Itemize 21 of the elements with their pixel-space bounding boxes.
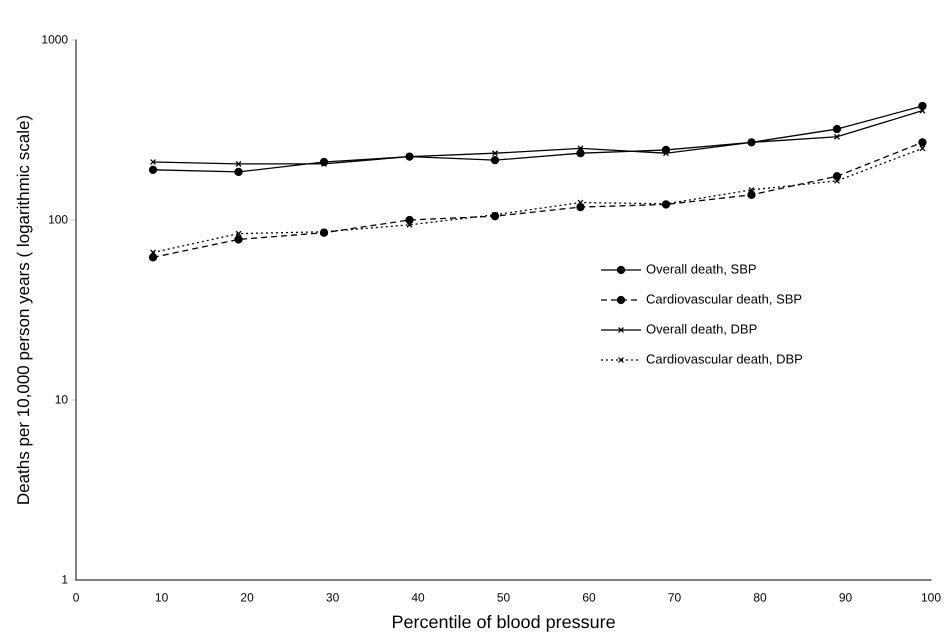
- x-tick-label: 100: [920, 590, 942, 605]
- x-axis-title: Percentile of blood pressure: [391, 612, 616, 632]
- legend-label: Cardiovascular death, SBP: [646, 292, 802, 307]
- x-tick-label: 0: [72, 590, 80, 605]
- x-tick-label: 90: [838, 590, 853, 605]
- legend-label: Cardiovascular death, DBP: [646, 352, 803, 367]
- y-tick-label: 100: [48, 212, 68, 226]
- legend-label: Overall death, SBP: [646, 262, 757, 277]
- x-tick-label: 40: [411, 590, 426, 605]
- x-tick-label: 30: [326, 590, 340, 605]
- y-tick-label: 1: [61, 572, 68, 586]
- y-tick-label: 1000: [41, 32, 68, 46]
- x-tick-label: 70: [668, 590, 682, 605]
- x-tick-label: 50: [496, 590, 511, 605]
- y-axis-title: Deaths per 10,000 person years ( logarithmic scale): [14, 114, 33, 506]
- x-tick-label: 60: [582, 590, 596, 605]
- legend-label: Overall death, DBP: [646, 322, 758, 337]
- y-tick-label: 10: [54, 392, 68, 406]
- x-tick-label: 20: [240, 590, 254, 605]
- x-tick-label: 10: [154, 590, 169, 605]
- x-tick-label: 80: [753, 590, 768, 605]
